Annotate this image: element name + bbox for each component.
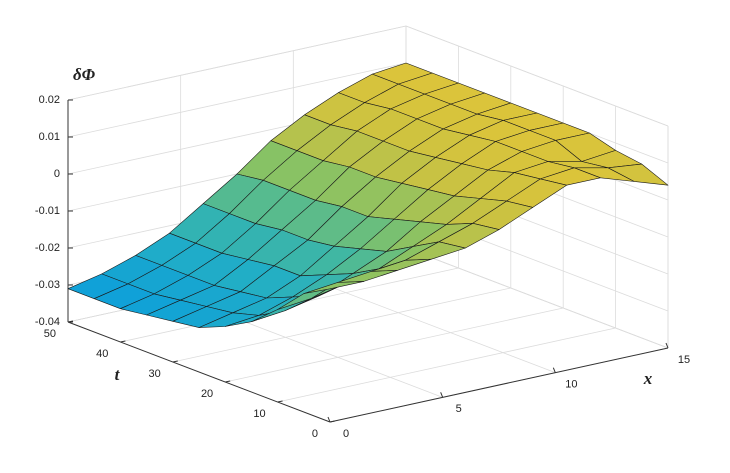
y-tick-label: 50: [44, 328, 56, 340]
x-tick-label: 0: [343, 428, 349, 440]
y-tick-label: 30: [149, 368, 161, 380]
grid-line: [67, 62, 407, 138]
grid-line: [172, 287, 511, 363]
x-tick: [327, 416, 331, 423]
surface-patch: [303, 281, 365, 294]
y-tick: [67, 320, 74, 323]
x-tick: [552, 367, 556, 373]
grid-line: [405, 247, 669, 349]
z-tick-label: -0.01: [35, 205, 60, 217]
z-tick-label: -0.02: [35, 242, 60, 254]
x-tick: [440, 392, 444, 398]
y-tick-label: 20: [201, 388, 213, 400]
z-axis-label: δΦ: [73, 65, 96, 84]
y-tick-label: 0: [312, 428, 318, 440]
y-tick-label: 10: [253, 408, 265, 420]
y-tick-label: 40: [96, 348, 108, 360]
y-tick: [277, 400, 283, 403]
grid-line: [405, 25, 669, 127]
x-tick-label: 5: [456, 403, 462, 415]
z-tick-label: -0.04: [35, 316, 60, 328]
z-tick-label: 0: [54, 168, 60, 180]
grid-line: [67, 25, 407, 101]
y-tick: [329, 420, 336, 423]
z-tick-label: 0.01: [39, 131, 60, 143]
y-tick: [172, 360, 178, 363]
grid-line: [293, 272, 556, 374]
t-axis-label: t: [115, 365, 121, 384]
z-tick-label: 0.02: [39, 94, 60, 106]
y-tick: [120, 340, 126, 343]
x-axis: [329, 347, 669, 423]
y-axis: [67, 321, 331, 423]
x-tick-label: 15: [678, 354, 690, 366]
z-tick-label: -0.03: [35, 279, 60, 291]
x-axis-label: x: [643, 369, 653, 388]
x-tick: [665, 342, 669, 349]
grid-line: [277, 327, 616, 403]
grid-line: [225, 307, 564, 383]
x-tick-label: 10: [565, 379, 577, 391]
y-tick: [225, 380, 231, 383]
